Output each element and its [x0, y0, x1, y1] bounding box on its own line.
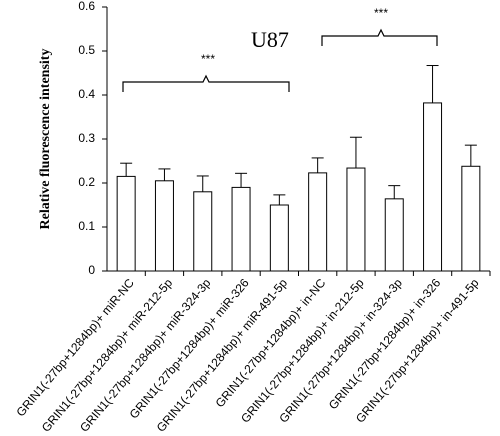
y-tick-label: 0.6 [78, 0, 95, 13]
y-tick-label: 0.2 [78, 175, 95, 189]
y-tick-label: 0.1 [78, 219, 95, 233]
bar [346, 167, 366, 272]
y-tick-label: 0.5 [78, 43, 95, 57]
chart-title: U87 [251, 27, 289, 52]
y-tick-label: 0.3 [78, 131, 95, 145]
y-tick-label: 0.4 [78, 87, 95, 101]
bar [269, 204, 289, 272]
bracket [321, 28, 438, 46]
bracket [122, 74, 290, 92]
y-axis-label: Relative fluorescence intensity [38, 49, 53, 230]
bar [308, 172, 328, 272]
bar [116, 175, 136, 272]
annotation: *** [374, 6, 388, 20]
bar [193, 191, 213, 272]
bar [461, 165, 481, 272]
annotation: *** [201, 52, 215, 66]
bar [384, 198, 404, 272]
bar [231, 186, 251, 272]
bar [154, 180, 174, 272]
bar [423, 102, 443, 272]
y-tick-label: 0 [88, 263, 95, 277]
